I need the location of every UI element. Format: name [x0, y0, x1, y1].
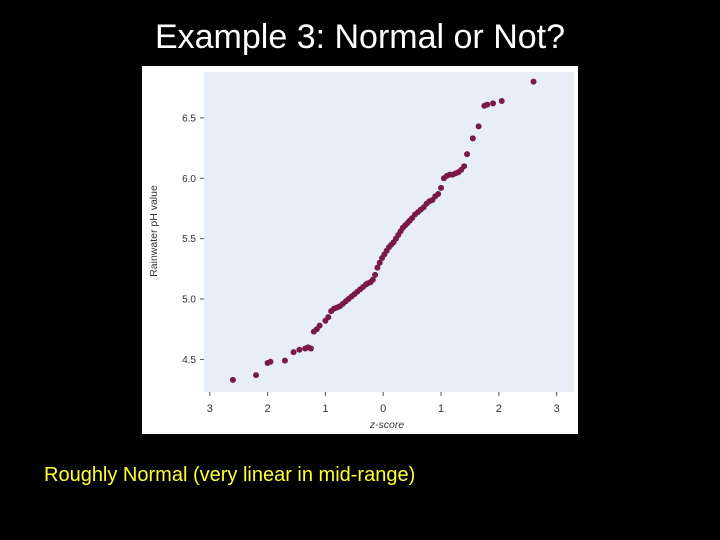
slide-caption: Roughly Normal (very linear in mid-range… — [44, 464, 416, 486]
slide-title: Example 3: Normal or Not? — [154, 18, 566, 56]
y-axis-ticks: 4.5 5.0 5.5 6.0 6.5 — [182, 113, 204, 366]
data-point — [267, 358, 274, 365]
normal-probability-plot: 4.5 5.0 5.5 6.0 6.5 3 2 1 0 1 2 3 Rainwater pH val… — [148, 72, 574, 431]
data-point — [229, 376, 236, 383]
data-point — [305, 344, 312, 351]
x-axis-label: z-score — [369, 419, 405, 431]
data-points — [229, 78, 537, 383]
data-point — [281, 357, 288, 364]
x-axis-ticks: 3 2 1 0 1 2 3 — [207, 392, 560, 415]
data-point — [530, 78, 537, 85]
data-point — [490, 100, 497, 107]
data-point — [369, 276, 376, 283]
y-tick-label: 5.5 — [182, 234, 196, 245]
plot-area — [204, 72, 574, 392]
x-tick-label: 2 — [265, 403, 271, 415]
data-point — [376, 259, 383, 266]
data-point — [435, 190, 442, 197]
x-tick-label: 1 — [438, 403, 444, 415]
data-point — [464, 151, 471, 158]
y-axis-label: Rainwater pH value — [148, 185, 160, 277]
x-tick-label: 0 — [380, 403, 386, 415]
data-point — [484, 101, 491, 108]
data-point — [374, 264, 381, 271]
data-point — [325, 314, 332, 321]
data-point — [372, 271, 379, 278]
data-point — [461, 163, 468, 170]
data-point — [290, 349, 297, 356]
data-point — [469, 135, 476, 142]
x-tick-label: 1 — [322, 403, 328, 415]
data-point — [498, 97, 505, 104]
y-tick-label: 4.5 — [182, 355, 196, 366]
data-point — [438, 184, 445, 191]
x-tick-label: 3 — [207, 403, 213, 415]
y-tick-label: 6.0 — [182, 174, 196, 185]
x-tick-label: 3 — [554, 403, 560, 415]
chart-container: 4.5 5.0 5.5 6.0 6.5 3 2 1 0 1 2 3 Rainwater pH val… — [142, 66, 578, 434]
data-point — [316, 322, 323, 329]
x-tick-label: 2 — [496, 403, 502, 415]
y-tick-label: 5.0 — [182, 295, 196, 306]
data-point — [475, 123, 482, 130]
data-point — [253, 372, 260, 379]
y-tick-label: 6.5 — [182, 113, 196, 124]
data-point — [296, 346, 303, 353]
